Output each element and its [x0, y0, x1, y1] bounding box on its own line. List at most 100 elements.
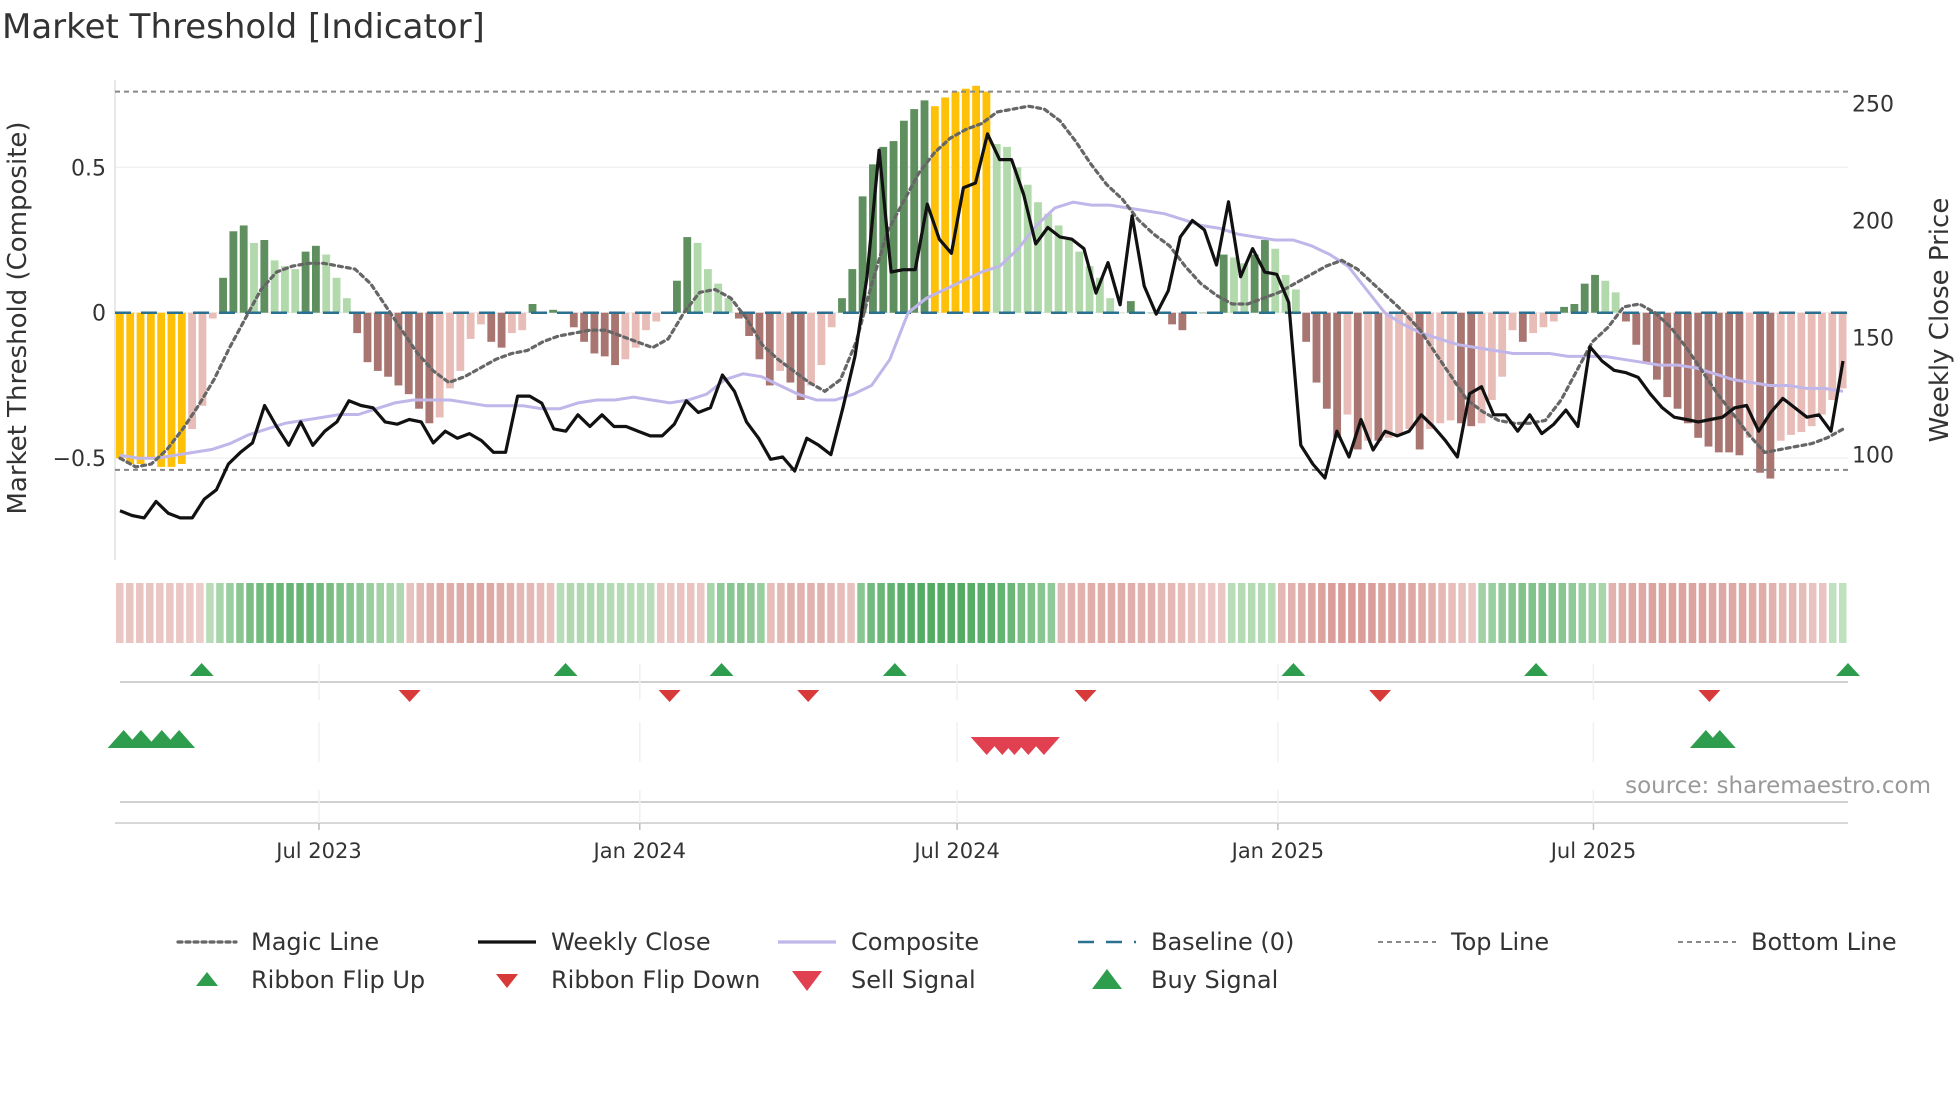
composite-bar: [487, 312, 496, 342]
composite-bar: [1828, 312, 1837, 400]
composite-bar: [1364, 312, 1372, 441]
right-tick-label: 150: [1852, 327, 1894, 352]
ribbon-cell: [506, 583, 515, 643]
ribbon-cell: [566, 583, 575, 643]
ribbon-cell: [1778, 583, 1787, 643]
composite-bar: [1487, 312, 1496, 400]
ribbon-cell: [1698, 583, 1707, 643]
legend-entry: Ribbon Flip Down: [496, 966, 760, 994]
ribbon-cell: [116, 583, 124, 643]
ribbon-cell: [646, 583, 655, 643]
ribbon-cell: [256, 583, 264, 643]
composite-bar: [415, 312, 423, 409]
ribbon-cell: [817, 583, 825, 643]
composite-bar: [1694, 312, 1703, 438]
ribbon-cell: [376, 583, 384, 643]
legend-swatch: [1092, 969, 1122, 989]
composite-bar: [1776, 312, 1785, 441]
composite-bar: [941, 97, 950, 313]
ribbon-cell: [1588, 583, 1597, 643]
ribbon-cell: [1137, 583, 1146, 643]
ribbon-flip-down-marker: [797, 690, 820, 702]
ribbon-cell: [196, 583, 204, 643]
ribbon-cell: [1207, 583, 1216, 643]
ribbon-cell: [616, 583, 625, 643]
composite-bar: [518, 312, 527, 331]
ribbon-cell: [707, 583, 715, 643]
composite-bar: [477, 312, 485, 325]
ribbon-cell: [306, 583, 314, 643]
ribbon-cell: [1808, 583, 1817, 643]
composite-bar: [755, 312, 764, 360]
ribbon-cell: [496, 583, 505, 643]
legend-entry: Weekly Close: [478, 928, 711, 956]
right-axis-ticks: 100 150 200 250: [1852, 92, 1894, 468]
ribbon-cell: [146, 583, 154, 643]
ribbon-cell: [1007, 583, 1016, 643]
ribbon-flip-up-marker: [1524, 663, 1549, 676]
ribbon-cell: [797, 583, 805, 643]
composite-bar: [1426, 312, 1434, 430]
ribbon-cell: [1117, 583, 1126, 643]
composite-bar: [1560, 306, 1568, 313]
composite-bar: [188, 312, 197, 430]
legend-label: Composite: [851, 928, 979, 956]
left-tick-label: −0.5: [53, 447, 106, 472]
composite-bar: [1611, 292, 1620, 313]
composite-line: [119, 200, 1844, 460]
ribbon-cell: [156, 583, 164, 643]
ribbon-cell: [326, 583, 334, 643]
ribbon-cell: [546, 583, 555, 643]
ribbon-cell: [276, 583, 284, 643]
composite-bar: [1240, 263, 1249, 313]
composite-bar: [229, 231, 238, 313]
ribbon-cell: [887, 583, 895, 643]
composite-bar: [1601, 280, 1610, 313]
x-tick-label: Jul 2024: [912, 839, 999, 863]
left-tick-label: 0: [92, 302, 106, 327]
composite-bar: [1415, 312, 1424, 450]
ribbon-cell: [1227, 583, 1236, 643]
ribbon-cell: [686, 583, 695, 643]
ribbon-cell: [1658, 583, 1667, 643]
ribbon-cell: [1097, 583, 1106, 643]
composite-bar: [1199, 312, 1207, 314]
composite-bar: [1271, 248, 1280, 313]
legend-swatch: [196, 972, 218, 986]
composite-bar: [1034, 202, 1042, 313]
composite-bar: [177, 312, 186, 464]
composite-bar: [673, 280, 681, 313]
ribbon-cell: [1558, 583, 1567, 643]
composite-bar: [146, 312, 155, 459]
composite-bar: [1374, 312, 1383, 441]
ribbon-cell: [1368, 583, 1376, 643]
ribbon-cell: [1578, 583, 1587, 643]
ribbon-cell: [1398, 583, 1406, 643]
ribbon-cell: [1518, 583, 1526, 643]
composite-bar: [219, 277, 227, 313]
composite-bar: [611, 312, 619, 366]
ribbon-cell: [1758, 583, 1767, 643]
legend: Magic Line Weekly Close Composite Baseline …: [176, 928, 1897, 994]
ribbon-cell: [666, 583, 675, 643]
composite-bar: [136, 312, 145, 464]
ribbon-cell: [827, 583, 835, 643]
composite-bar: [1178, 312, 1187, 331]
ribbon-cell: [1257, 583, 1266, 643]
ribbon-flip-up-marker: [1836, 663, 1860, 676]
composite-bar: [724, 298, 733, 313]
legend-entry: Baseline (0): [1078, 928, 1294, 956]
ribbon-cell: [717, 583, 725, 643]
composite-bar: [311, 245, 320, 313]
ribbon-cell: [857, 583, 865, 643]
composite-bar: [1818, 312, 1826, 415]
ribbon-cell: [1668, 583, 1677, 643]
composite-bar: [497, 312, 506, 348]
ribbon-cell: [1348, 583, 1356, 643]
composite-bar: [817, 312, 826, 366]
x-tick-label: Jan 2025: [1230, 839, 1325, 863]
ribbon-cell: [1798, 583, 1807, 643]
ribbon-cell: [1448, 583, 1456, 643]
buy-signal-marker: [1703, 730, 1736, 748]
ribbon-cell: [296, 583, 304, 643]
